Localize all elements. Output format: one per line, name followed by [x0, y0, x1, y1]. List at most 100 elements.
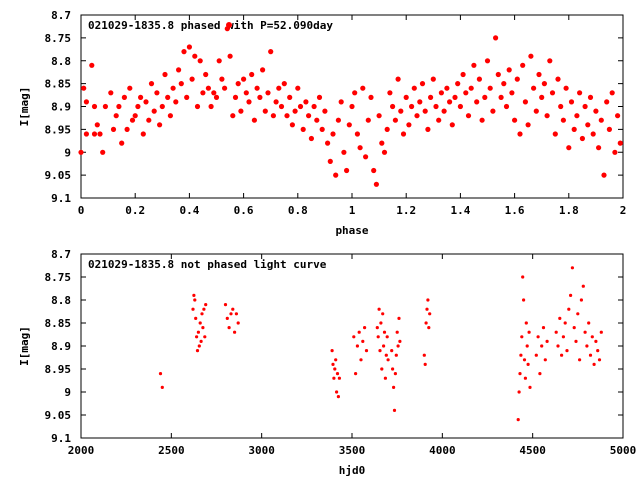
- chart-0-data-point: [577, 90, 583, 96]
- chart-1-data-point: [385, 335, 389, 339]
- chart-0-data-point: [606, 126, 613, 132]
- chart-1-y-axis-label: I[mag]: [18, 326, 31, 366]
- chart-0-data-point: [365, 117, 371, 123]
- chart-1-x-tick-label: 5000: [610, 444, 637, 457]
- chart-0-data-point: [601, 172, 607, 178]
- chart-0-data-point: [501, 81, 507, 87]
- chart-1-data-point: [377, 307, 381, 311]
- chart-0-y-tick-label: 8.75: [45, 32, 72, 45]
- chart-0-data-point: [414, 113, 420, 119]
- chart-1-data-point: [569, 293, 573, 297]
- chart-0-data-point: [476, 76, 482, 82]
- chart-0-data-point: [395, 76, 401, 82]
- chart-1-data-point: [565, 349, 569, 353]
- chart-0-data-point: [316, 94, 323, 100]
- chart-1-y-tick-label: 8.85: [45, 317, 72, 330]
- chart-1-data-point: [227, 326, 231, 330]
- chart-0-data-point: [143, 99, 149, 105]
- chart-0-data-point: [449, 122, 455, 128]
- chart-1-data-point: [392, 408, 397, 412]
- chart-1-data-point: [233, 330, 237, 334]
- chart-0-data-point: [560, 117, 567, 123]
- chart-1-data-point: [540, 344, 544, 348]
- chart-0-data-point: [292, 108, 298, 114]
- chart-0-data-point: [571, 126, 577, 132]
- chart-0-data-point: [498, 94, 504, 100]
- chart-0-data-point: [165, 94, 171, 100]
- chart-0-data-point: [83, 131, 89, 137]
- chart-0-x-tick-label: 1.2: [396, 204, 416, 217]
- chart-1-data-point: [527, 330, 531, 334]
- chart-0-data-point: [604, 99, 610, 105]
- chart-0-data-point: [447, 99, 453, 105]
- chart-0-data-point: [487, 85, 493, 91]
- chart-0-data-point: [433, 103, 439, 110]
- chart-1-data-point: [197, 344, 201, 348]
- unphased-light-curve-panel: 2000 2500 3000 3500 4000 4500 5000 8.7 8.75 8.8 8.…: [18, 248, 636, 477]
- chart-0-data-point: [520, 62, 526, 68]
- chart-0-data-point: [213, 94, 220, 100]
- chart-1-data-point: [422, 353, 426, 357]
- chart-0-data-point: [173, 99, 179, 105]
- chart-0-data-point: [178, 81, 184, 87]
- chart-0-data-point: [157, 122, 163, 128]
- chart-0-data-point: [390, 103, 396, 110]
- chart-0-x-tick-label: 1.4: [450, 204, 470, 217]
- chart-0-data-point: [368, 94, 374, 100]
- chart-1-data-point: [518, 372, 522, 376]
- chart-0-data-point: [127, 85, 133, 91]
- chart-0-data-point: [162, 71, 168, 78]
- chart-0-data-point: [119, 140, 125, 146]
- chart-0-y-tick-label: 8.95: [45, 123, 72, 136]
- chart-1-data-point: [225, 316, 229, 320]
- chart-0-data-point: [138, 94, 144, 100]
- chart-1-data-point: [386, 358, 390, 362]
- chart-1-x-tick-label: 3000: [248, 444, 275, 457]
- chart-1-data-point: [335, 372, 340, 376]
- chart-0-data-point: [89, 62, 95, 68]
- chart-0-data-point: [184, 94, 190, 100]
- chart-0-data-point: [278, 103, 285, 110]
- chart-0-data-point: [91, 131, 98, 137]
- chart-1-data-point: [376, 335, 380, 339]
- chart-0-data-point: [430, 76, 436, 82]
- chart-0-data-point: [243, 90, 249, 96]
- chart-0-data-point: [146, 117, 152, 123]
- chart-0-data-point: [219, 76, 225, 82]
- chart-0-data-point: [371, 167, 377, 174]
- chart-0-data-point: [593, 108, 599, 114]
- chart-0-data-point: [327, 158, 333, 164]
- chart-1-data-point: [199, 339, 203, 343]
- chart-0-data-point: [436, 117, 442, 123]
- chart-0-data-point: [539, 94, 545, 100]
- chart-1-data-point: [541, 326, 546, 330]
- chart-1-data-point: [578, 358, 582, 362]
- chart-0-data-point: [230, 113, 236, 119]
- chart-0-data-point: [387, 90, 393, 96]
- chart-0-data-point: [186, 44, 192, 50]
- chart-1-data-point: [396, 344, 400, 348]
- chart-1-data-point: [423, 362, 427, 366]
- chart-0-data-point: [615, 113, 621, 119]
- chart-0-data-point: [205, 85, 211, 91]
- chart-0-data-point: [441, 108, 447, 114]
- chart-1-y-tick-label: 8.95: [45, 363, 72, 376]
- chart-0-data-point: [303, 99, 309, 105]
- chart-1-data-point: [231, 307, 235, 311]
- chart-0-data-point: [287, 94, 293, 100]
- chart-0-data-point: [400, 131, 407, 137]
- chart-0-data-point: [582, 103, 588, 110]
- chart-0-x-axis-label: phase: [335, 224, 368, 237]
- chart-0-data-point: [176, 67, 182, 73]
- chart-1-data-point: [427, 326, 431, 330]
- chart-0-x-tick-label: 1.6: [505, 204, 525, 217]
- chart-0-data-point: [208, 103, 214, 110]
- chart-1-data-point: [570, 266, 575, 270]
- chart-1-data-point: [428, 312, 432, 316]
- chart-0-data-point: [417, 99, 423, 105]
- chart-1-data-point: [364, 349, 369, 353]
- chart-0-data-point: [241, 76, 247, 82]
- chart-0-data-point: [203, 71, 209, 78]
- chart-1-data-point: [192, 293, 196, 297]
- chart-0-data-point: [151, 108, 157, 114]
